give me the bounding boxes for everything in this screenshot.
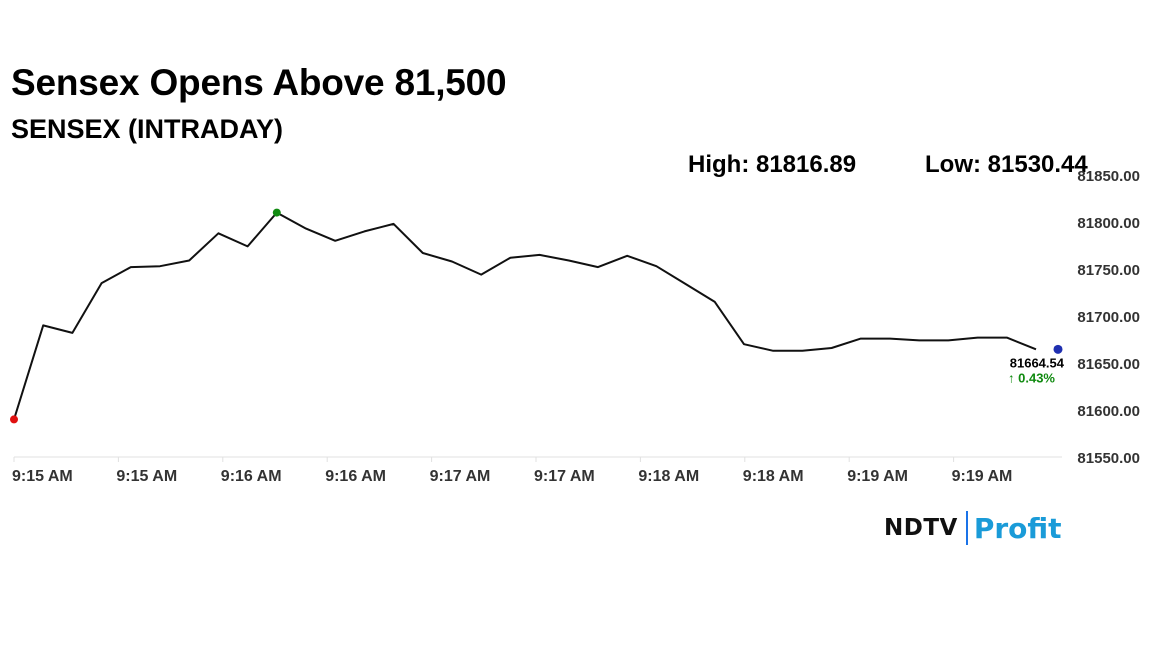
last-point-marker [1053, 344, 1063, 354]
x-tick-label: 9:19 AM [952, 468, 1013, 485]
x-tick-label: 9:16 AM [325, 468, 386, 485]
y-tick-label: 81700.00 [1077, 309, 1140, 326]
x-tick-label: 9:15 AM [116, 468, 177, 485]
open-point-marker [10, 415, 18, 424]
y-tick-label: 81600.00 [1077, 403, 1140, 420]
y-tick-label: 81850.00 [1077, 168, 1140, 185]
day-high: High: 81816.89 [688, 151, 857, 178]
x-tick-label: 9:17 AM [430, 468, 491, 485]
last-value-label: 81664.54 [1010, 355, 1065, 370]
brand-profit: Profit [973, 511, 1062, 545]
series-line [13, 211, 1037, 420]
x-tick-label: 9:19 AM [847, 468, 908, 485]
headline: Sensex Opens Above 81,500 [11, 62, 507, 103]
high-point-marker [272, 208, 281, 217]
y-tick-label: 81750.00 [1077, 262, 1140, 279]
ndtv-profit-logo: NDTV Profit [884, 508, 1062, 548]
y-tick-label: 81550.00 [1077, 450, 1140, 467]
x-tick-label: 9:16 AM [221, 468, 282, 485]
brand-ndtv: NDTV [884, 515, 958, 541]
brand-separator [965, 511, 968, 545]
x-tick-label: 9:18 AM [743, 468, 804, 485]
x-tick-label: 9:15 AM [12, 468, 73, 485]
x-tick-label: 9:17 AM [534, 468, 595, 485]
y-tick-label: 81800.00 [1077, 215, 1140, 232]
y-tick-label: 81650.00 [1077, 356, 1140, 373]
day-low: Low: 81530.44 [925, 151, 1088, 178]
x-tick-label: 9:18 AM [638, 468, 699, 485]
last-change-label: ↑ 0.43% [1008, 370, 1055, 385]
chart-title: SENSEX (INTRADAY) [11, 114, 284, 144]
